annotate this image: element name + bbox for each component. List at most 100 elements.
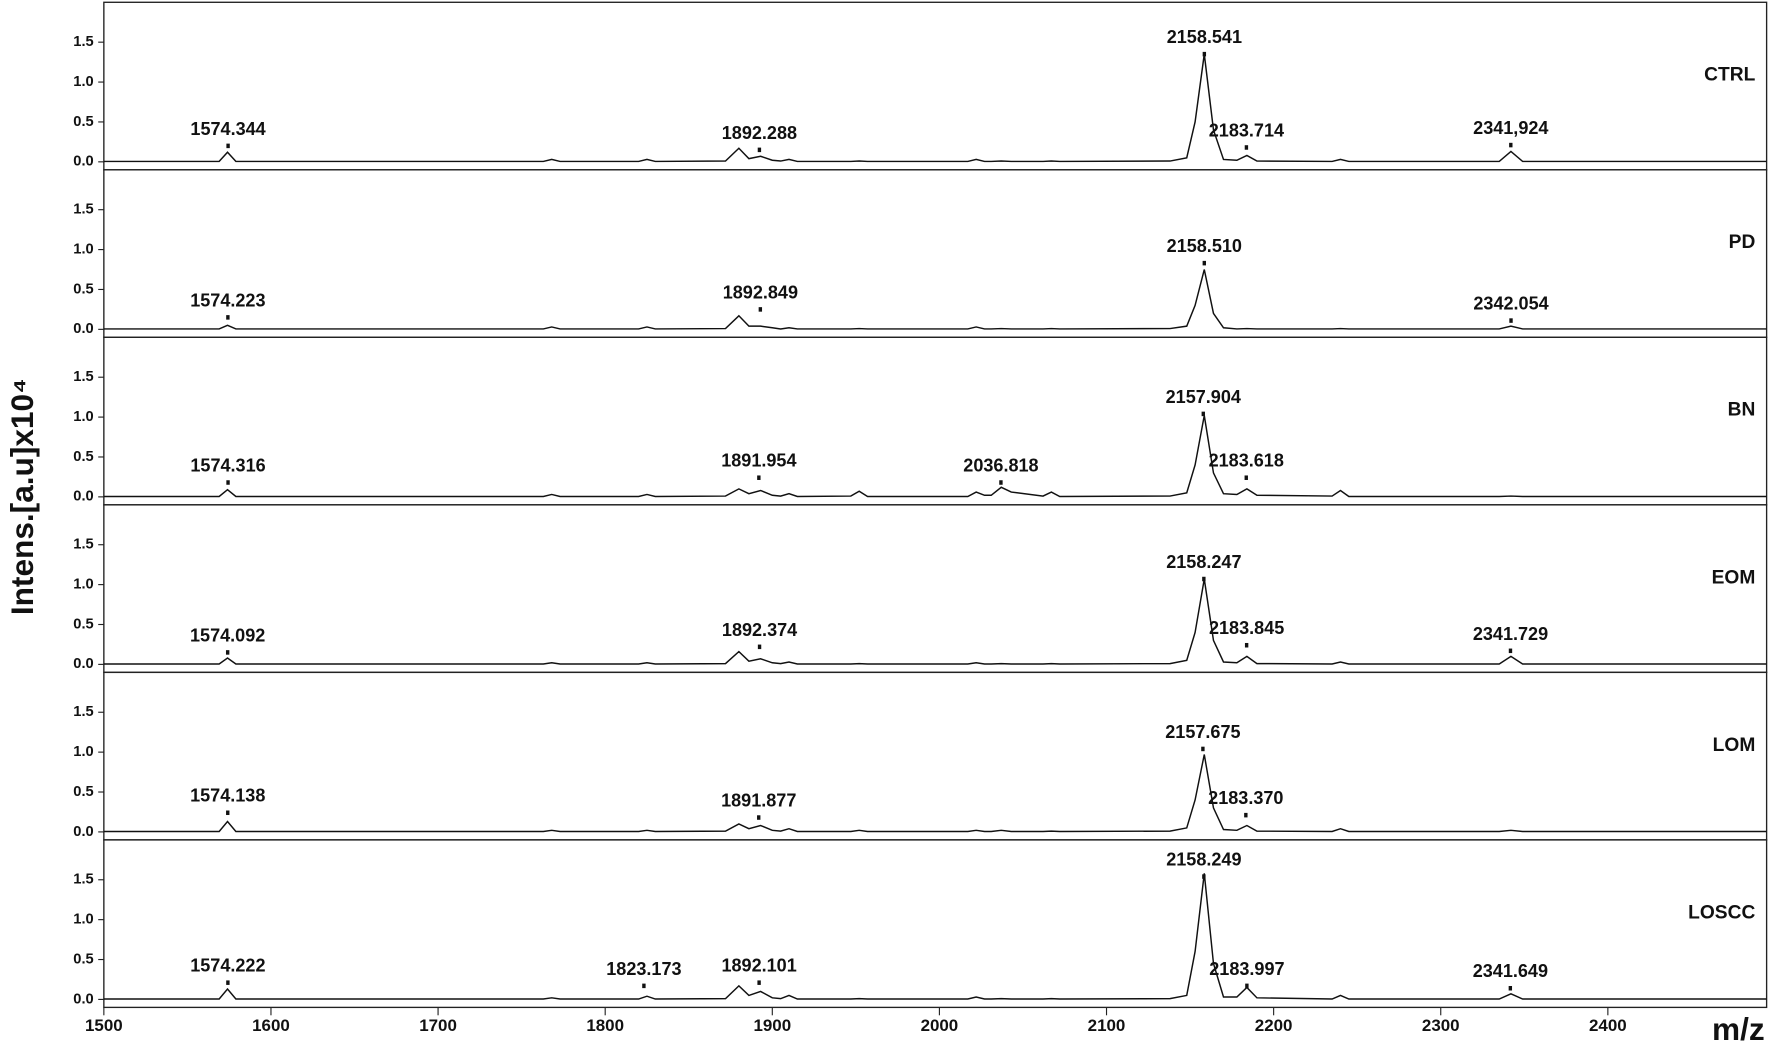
peak-label: 1892.374 xyxy=(722,620,797,640)
peak-marker xyxy=(642,983,646,989)
peak-marker xyxy=(225,650,230,655)
series-name: PD xyxy=(1729,232,1756,253)
peak-label: 2341.649 xyxy=(1473,961,1548,981)
panel-frame xyxy=(103,1,1768,171)
y-tick-label: 0.0 xyxy=(73,154,93,170)
y-tick-label: 0.0 xyxy=(73,824,93,840)
x-tick-label: 1800 xyxy=(586,1016,624,1035)
spectrum-line xyxy=(103,54,1767,163)
x-tick-label: 1600 xyxy=(252,1016,290,1035)
series-name: CTRL xyxy=(1704,65,1755,86)
y-tick-label: 0.5 xyxy=(73,449,93,465)
y-tick-label: 1.5 xyxy=(73,34,93,50)
peak-marker xyxy=(226,980,230,985)
y-tick-label: 1.0 xyxy=(73,241,93,257)
y-tick-label: 1.0 xyxy=(73,912,93,928)
peak-marker xyxy=(1202,874,1206,879)
peak-label: 1574.222 xyxy=(190,956,265,976)
peak-marker xyxy=(1201,746,1205,752)
peak-label: 2341.729 xyxy=(1473,624,1548,644)
y-tick-label: 1.0 xyxy=(73,74,93,90)
y-tick-label: 1.0 xyxy=(73,409,93,425)
y-axis-label: Intens.[a.u]x10⁴ xyxy=(4,378,40,615)
peak-marker xyxy=(1509,318,1513,323)
y-tick-label: 0.5 xyxy=(73,281,93,297)
peak-marker xyxy=(226,810,230,816)
peak-marker xyxy=(1244,812,1248,818)
peak-marker xyxy=(999,480,1003,485)
peak-marker xyxy=(757,644,762,650)
peak-label: 2183.845 xyxy=(1209,618,1284,638)
peak-label: 2157.675 xyxy=(1165,722,1240,742)
x-tick-label: 2100 xyxy=(1088,1016,1126,1035)
y-tick-label: 0.0 xyxy=(73,489,93,505)
spectrum-line xyxy=(103,754,1767,833)
peak-label: 2183.714 xyxy=(1209,120,1284,140)
series-name: BN xyxy=(1728,400,1756,421)
peak-label: 1892.849 xyxy=(723,282,798,302)
panel-frame xyxy=(103,504,1768,674)
x-tick-label: 1500 xyxy=(85,1016,123,1035)
peak-marker xyxy=(1244,145,1249,150)
panel-frame xyxy=(103,671,1768,841)
peak-label: 2158.247 xyxy=(1166,552,1241,572)
peak-label: 1891.954 xyxy=(721,451,796,471)
peak-marker xyxy=(1245,983,1249,989)
y-tick-label: 1.5 xyxy=(73,537,93,553)
peak-label: 2183.370 xyxy=(1208,788,1283,808)
peak-label: 1574.344 xyxy=(190,119,265,139)
y-tick-label: 1.0 xyxy=(73,744,93,760)
peak-marker xyxy=(1508,985,1513,991)
peak-label: 2158.249 xyxy=(1166,850,1241,870)
peak-label: 1574.316 xyxy=(190,455,265,475)
peak-label: 2183.997 xyxy=(1209,959,1284,979)
series-name: LOSCC xyxy=(1688,902,1755,923)
peak-label: 2158.510 xyxy=(1167,236,1242,256)
spectrum-line xyxy=(103,269,1767,330)
peak-label: 2036.818 xyxy=(963,455,1038,475)
y-tick-label: 0.5 xyxy=(73,951,93,967)
y-tick-label: 0.0 xyxy=(73,991,93,1007)
peak-label: 1574.092 xyxy=(190,625,265,645)
peak-label: 2342.054 xyxy=(1473,294,1548,314)
series-name: LOM xyxy=(1713,735,1756,756)
y-tick-label: 0.0 xyxy=(73,321,93,337)
spectrum-line xyxy=(103,578,1767,665)
peak-label: 1574.223 xyxy=(190,290,265,310)
peak-label: 1574.138 xyxy=(190,786,265,806)
x-axis-label: m/z xyxy=(1712,1011,1765,1047)
peak-marker xyxy=(757,475,761,480)
x-tick-label: 1700 xyxy=(419,1016,457,1035)
peak-marker xyxy=(226,480,230,485)
y-tick-label: 0.0 xyxy=(73,656,93,672)
peak-marker xyxy=(757,147,762,153)
peak-marker xyxy=(758,307,763,312)
y-tick-label: 0.5 xyxy=(73,616,93,632)
peak-marker xyxy=(1201,411,1205,417)
x-tick-label: 1900 xyxy=(753,1016,791,1035)
y-tick-label: 0.5 xyxy=(73,114,93,130)
y-tick-label: 1.5 xyxy=(73,704,93,720)
series-name: EOM xyxy=(1712,567,1756,588)
x-tick-label: 2300 xyxy=(1422,1016,1460,1035)
peak-label: 1892.101 xyxy=(721,956,796,976)
peak-marker xyxy=(757,815,761,820)
peak-marker xyxy=(1202,51,1207,57)
y-tick-label: 1.0 xyxy=(73,576,93,592)
peak-marker xyxy=(1244,475,1248,480)
y-tick-label: 1.5 xyxy=(73,872,93,888)
y-tick-label: 1.5 xyxy=(73,202,93,218)
peak-label: 2341,924 xyxy=(1473,118,1548,138)
peak-marker xyxy=(1202,576,1206,582)
panel-frame xyxy=(103,336,1768,506)
x-tick-label: 2200 xyxy=(1255,1016,1293,1035)
peak-marker xyxy=(1244,642,1249,648)
peak-label: 1892.288 xyxy=(722,123,797,143)
y-tick-label: 1.5 xyxy=(73,369,93,385)
y-tick-label: 0.5 xyxy=(73,784,93,800)
peak-marker xyxy=(1508,648,1513,654)
peak-label: 2158.541 xyxy=(1167,27,1242,47)
peak-label: 2157.904 xyxy=(1166,387,1241,407)
